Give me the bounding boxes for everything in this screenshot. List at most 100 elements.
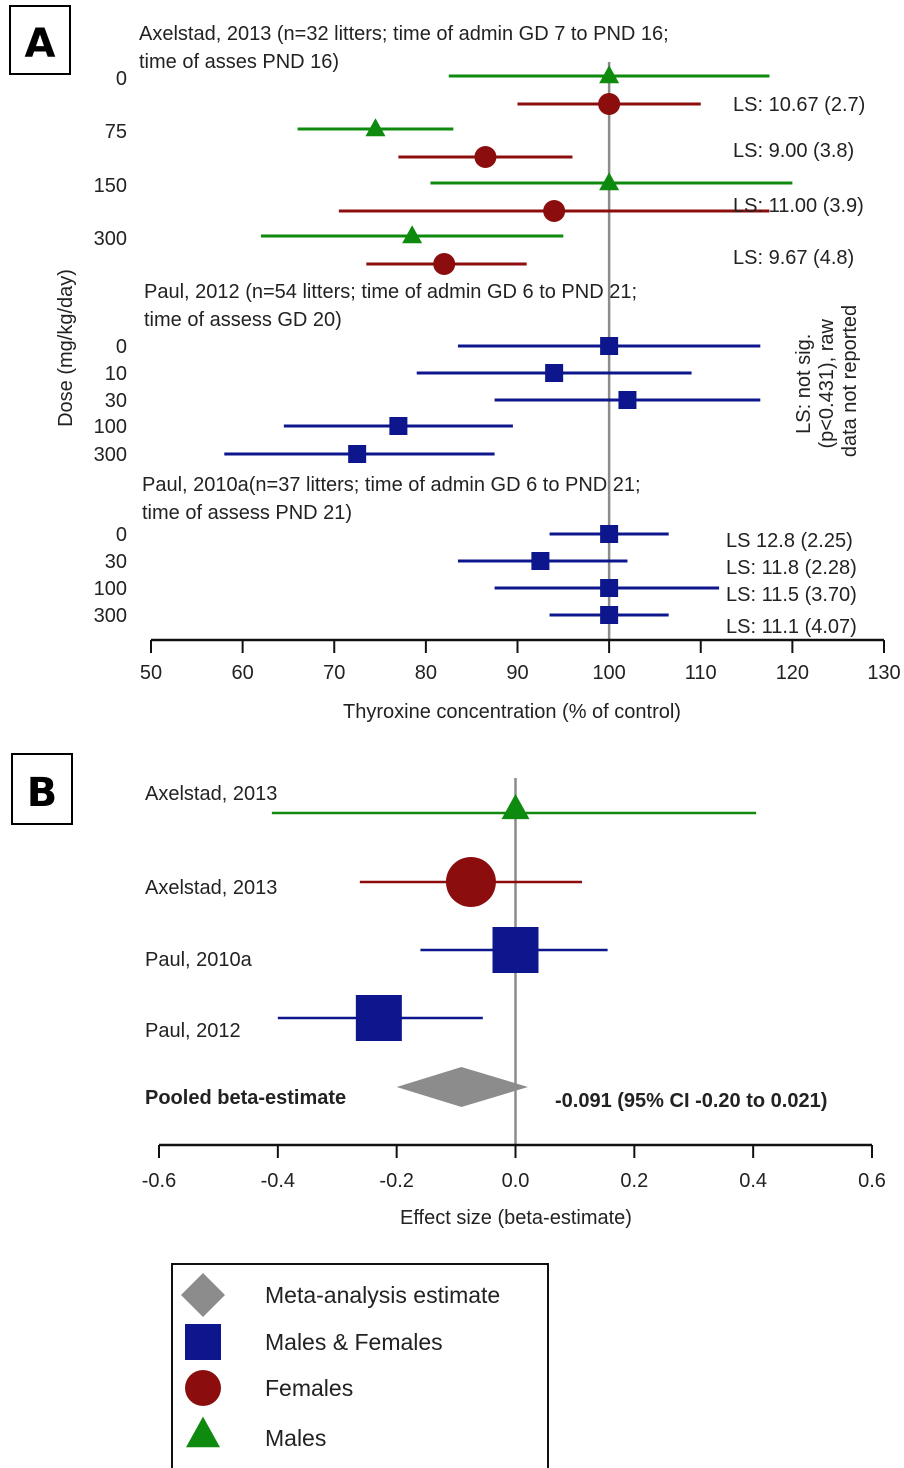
females-marker (543, 200, 566, 222)
pooled-label: Pooled beta-estimate (145, 1087, 346, 1109)
panel-a-marks (224, 65, 793, 624)
study-header-line: Axelstad, 2013 (n=32 litters; time of ad… (139, 23, 669, 45)
males-marker (501, 793, 530, 820)
x-tick-label: 0.4 (739, 1170, 767, 1192)
both-sexes-marker (531, 552, 550, 570)
side-note-line-1: LS: not sig. (793, 334, 815, 434)
study-label: Axelstad, 2013 (145, 783, 277, 805)
x-tick-label: -0.4 (261, 1170, 295, 1192)
both-marker (492, 927, 539, 973)
x-tick-label: 70 (323, 662, 345, 684)
males-marker (599, 65, 620, 84)
both-marker (355, 995, 402, 1041)
dose-label: 300 (94, 444, 127, 466)
panel-b: B Axelstad, 2013 Axelstad, 2013 Paul, 2010… (11, 753, 886, 1229)
ls-label: LS 12.8 (2.25) (726, 530, 853, 552)
diamond-icon (181, 1273, 225, 1317)
ls-label: LS: 11.5 (3.70) (726, 584, 857, 606)
females-marker (598, 93, 621, 115)
dose-label: 100 (94, 578, 127, 600)
both-sexes-marker (600, 337, 619, 355)
panel-a-letter-box (9, 5, 71, 75)
pooled-diamond (396, 1067, 528, 1107)
ls-label: LS: 11.8 (2.28) (726, 557, 857, 579)
study-label: Axelstad, 2013 (145, 877, 277, 899)
dose-labels: 0 75 150 300 0 10 30 100 300 0 30 100 300 (94, 68, 127, 627)
females-marker (474, 146, 497, 168)
side-note-line-3: data not reported (839, 305, 861, 457)
study-label: Paul, 2012 (145, 1020, 241, 1042)
x-tick-label: 0.2 (620, 1170, 648, 1192)
panel-a: A Dose (mg/kg/day) Axelstad, 2013 (n=32 … (9, 5, 901, 723)
legend-label: Males & Females (265, 1329, 443, 1355)
study-header-line: Paul, 2012 (n=54 litters; time of admin … (144, 281, 637, 303)
females-marker (445, 857, 496, 907)
study-header-line: time of assess PND 21) (142, 502, 352, 524)
square-icon (185, 1324, 221, 1360)
panel-b-letter: B (27, 770, 58, 816)
males-marker (402, 225, 423, 244)
x-tick-label: 90 (506, 662, 528, 684)
x-tick-label: 60 (232, 662, 254, 684)
x-tick-label: 100 (592, 662, 625, 684)
panel-a-x-axis: 50 60 70 80 90 100 110 120 130 (140, 638, 901, 684)
x-tick-label: -0.2 (379, 1170, 413, 1192)
males-marker (599, 172, 620, 191)
both-sexes-marker (389, 417, 408, 435)
dose-label: 100 (94, 416, 127, 438)
x-tick-label: 50 (140, 662, 162, 684)
dose-label: 30 (105, 390, 127, 412)
legend-label: Females (265, 1375, 353, 1401)
x-tick-label: -0.6 (142, 1170, 176, 1192)
panel-a-y-axis-label: Dose (mg/kg/day) (55, 269, 77, 427)
dose-label: 10 (105, 363, 127, 385)
x-tick-label: 110 (685, 662, 717, 684)
legend-label: Males (265, 1425, 326, 1451)
dose-label: 0 (116, 524, 127, 546)
both-sexes-marker (545, 364, 564, 382)
females-marker (433, 253, 456, 275)
dose-label: 300 (94, 228, 127, 250)
side-note-line-2: (p<0.431), raw (816, 318, 838, 448)
panel-b-marks (271, 793, 757, 1107)
legend-label: Meta-analysis estimate (265, 1282, 500, 1308)
legend: Meta-analysis estimate Males & Females Fem… (171, 1263, 549, 1468)
study-labels: Axelstad, 2013 Axelstad, 2013 Paul, 2010a P… (145, 783, 277, 1042)
both-sexes-marker (348, 445, 367, 463)
study-label: Paul, 2010a (145, 949, 253, 971)
ls-label: LS: 10.67 (2.7) (733, 94, 865, 116)
dose-label: 300 (94, 605, 127, 627)
both-sexes-marker (618, 391, 637, 409)
ls-label: LS: 11.1 (4.07) (726, 616, 857, 638)
triangle-icon (186, 1416, 220, 1448)
study-header-line: time of asses PND 16) (139, 51, 339, 73)
x-tick-label: 80 (415, 662, 437, 684)
study-header-line: time of assess GD 20) (144, 309, 342, 331)
both-sexes-marker (600, 579, 619, 597)
x-tick-label: 0.0 (502, 1170, 530, 1192)
ls-label: LS: 9.00 (3.8) (733, 140, 854, 162)
legend-items: Meta-analysis estimate Males & Females Fem… (181, 1273, 500, 1451)
x-tick-label: 120 (776, 662, 809, 684)
panel-a-x-axis-label: Thyroxine concentration (% of control) (343, 701, 681, 723)
x-tick-label: 0.6 (858, 1170, 886, 1192)
dose-label: 150 (94, 175, 127, 197)
both-sexes-marker (600, 606, 619, 624)
side-note: LS: not sig. (p<0.431), raw data not rep… (793, 305, 861, 457)
males-marker (365, 118, 386, 137)
study-headers: Axelstad, 2013 (n=32 litters; time of ad… (139, 23, 669, 524)
legend-box (171, 1263, 549, 1468)
panel-b-x-axis-label: Effect size (beta-estimate) (400, 1207, 632, 1229)
panel-a-letter: A (25, 21, 56, 67)
panel-b-letter-box (11, 753, 73, 825)
ls-label: LS: 11.00 (3.9) (733, 195, 864, 217)
circle-icon (185, 1370, 221, 1406)
ls-label: LS: 9.67 (4.8) (733, 247, 854, 269)
dose-label: 30 (105, 551, 127, 573)
dose-label: 0 (116, 68, 127, 90)
panel-b-x-axis: -0.6 -0.4 -0.2 0.0 0.2 0.4 0.6 (142, 1143, 886, 1192)
dose-label: 0 (116, 336, 127, 358)
study-header-line: Paul, 2010a(n=37 litters; time of admin … (142, 474, 641, 496)
ls-labels: LS: 10.67 (2.7) LS: 9.00 (3.8) LS: 11.00 (… (726, 94, 865, 638)
